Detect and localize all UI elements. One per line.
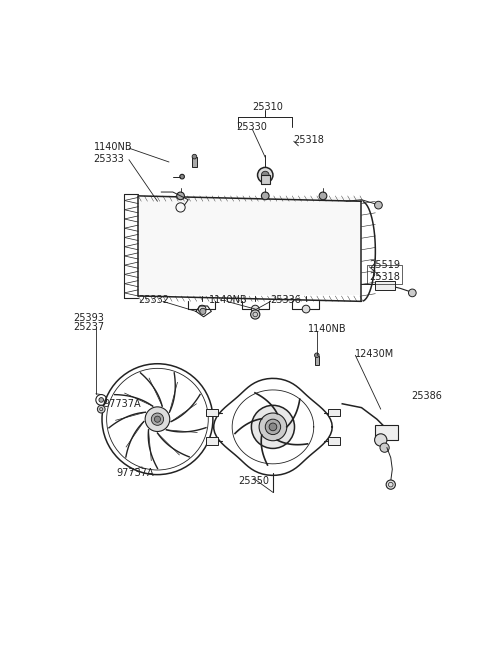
Text: 1140NB: 1140NB xyxy=(209,295,248,305)
Text: 25332: 25332 xyxy=(138,295,169,305)
Circle shape xyxy=(314,353,319,357)
Text: 25333: 25333 xyxy=(94,154,124,164)
Circle shape xyxy=(145,407,170,432)
Bar xyxy=(375,281,395,290)
Text: 25336: 25336 xyxy=(271,295,301,305)
Bar xyxy=(192,158,197,167)
Text: 12430M: 12430M xyxy=(355,349,395,359)
Text: 25330: 25330 xyxy=(236,122,267,131)
Circle shape xyxy=(302,306,310,313)
Circle shape xyxy=(180,174,184,179)
Circle shape xyxy=(151,413,164,425)
Text: 97737A: 97737A xyxy=(117,468,154,478)
Bar xyxy=(375,424,398,440)
Text: 1140NB: 1140NB xyxy=(308,324,346,334)
Bar xyxy=(327,409,340,417)
Circle shape xyxy=(374,434,387,446)
Circle shape xyxy=(319,192,327,200)
Text: 25386: 25386 xyxy=(411,391,443,401)
Text: 25237: 25237 xyxy=(73,322,104,332)
Circle shape xyxy=(262,171,269,179)
Circle shape xyxy=(380,443,389,452)
Circle shape xyxy=(192,154,197,159)
Circle shape xyxy=(258,168,273,183)
Circle shape xyxy=(408,289,416,297)
Circle shape xyxy=(198,306,206,313)
Bar xyxy=(315,356,319,365)
Bar xyxy=(206,409,218,417)
Circle shape xyxy=(99,397,104,402)
Circle shape xyxy=(259,413,287,441)
Text: 25318: 25318 xyxy=(369,272,400,282)
Text: 1140NB: 1140NB xyxy=(94,143,132,152)
Text: 25519: 25519 xyxy=(369,260,400,270)
Circle shape xyxy=(374,201,382,209)
Text: 25310: 25310 xyxy=(252,102,283,112)
Text: 25350: 25350 xyxy=(238,476,269,486)
Text: 25318: 25318 xyxy=(294,135,324,145)
Circle shape xyxy=(265,419,281,434)
Circle shape xyxy=(97,405,105,413)
Bar xyxy=(206,438,218,445)
Circle shape xyxy=(251,310,260,319)
Bar xyxy=(261,175,270,185)
Circle shape xyxy=(386,480,396,489)
Circle shape xyxy=(269,423,277,431)
Circle shape xyxy=(252,306,259,313)
Circle shape xyxy=(177,192,184,200)
Bar xyxy=(367,265,402,284)
Circle shape xyxy=(155,416,160,422)
Bar xyxy=(139,196,361,295)
Text: 97737A: 97737A xyxy=(104,399,141,409)
Circle shape xyxy=(262,192,269,200)
Text: 25393: 25393 xyxy=(73,313,104,323)
Circle shape xyxy=(252,405,295,449)
Circle shape xyxy=(200,308,206,315)
Bar xyxy=(327,438,340,445)
